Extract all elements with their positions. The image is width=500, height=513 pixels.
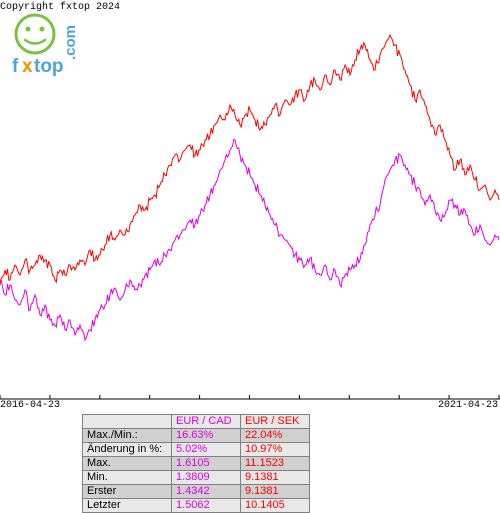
table-row-label: Max./Min.:	[83, 429, 172, 443]
table-cell-series1: 5.02%	[172, 443, 241, 457]
table-cell-series1: 1.4342	[172, 485, 241, 499]
table-cell-series1: 1.6105	[172, 457, 241, 471]
table-cell-series2: 9.1381	[241, 485, 310, 499]
series-eur---sek	[0, 35, 499, 285]
exchange-rate-chart	[0, 10, 500, 400]
table-cell-series2: 11.1523	[241, 457, 310, 471]
table-cell-series2: 9.1381	[241, 471, 310, 485]
table-header-blank	[83, 415, 172, 429]
stats-table: EUR / CADEUR / SEK Max./Min.:16.63%22.04%…	[82, 414, 310, 513]
x-axis-end-label: 2021-04-23	[438, 400, 498, 411]
series-eur---cad	[0, 139, 499, 340]
table-cell-series2: 10.1405	[241, 499, 310, 513]
table-row-label: Max.	[83, 457, 172, 471]
table-row-label: Letzter	[83, 499, 172, 513]
table-cell-series2: 10.97%	[241, 443, 310, 457]
table-row-label: Min.	[83, 471, 172, 485]
table-header-eur---cad: EUR / CAD	[172, 415, 241, 429]
table-row-label: Erster	[83, 485, 172, 499]
table-header-eur---sek: EUR / SEK	[241, 415, 310, 429]
x-axis-start-label: 2016-04-23	[0, 400, 60, 411]
table-cell-series1: 16.63%	[172, 429, 241, 443]
table-cell-series2: 22.04%	[241, 429, 310, 443]
table-cell-series1: 1.3809	[172, 471, 241, 485]
table-cell-series1: 1.5062	[172, 499, 241, 513]
table-row-label: Änderung in %:	[83, 443, 172, 457]
